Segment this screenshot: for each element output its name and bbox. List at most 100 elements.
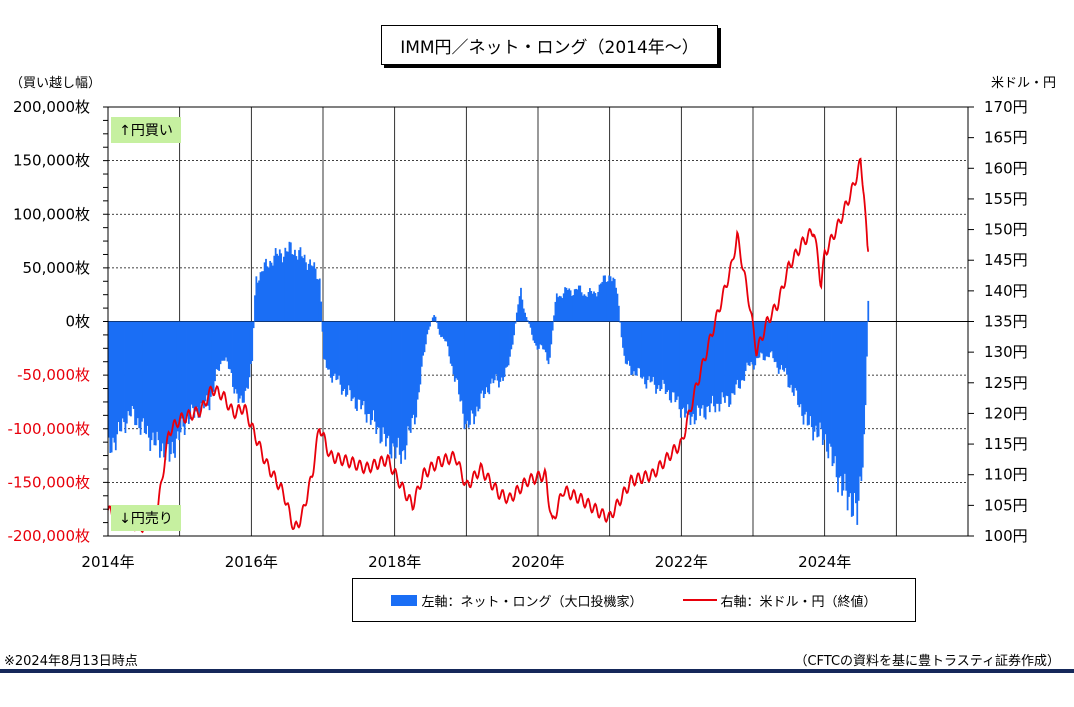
net-long-bar	[531, 321, 533, 335]
net-long-bar	[331, 321, 334, 383]
net-long-bar	[670, 321, 673, 403]
net-long-bar	[321, 321, 324, 332]
net-long-bar	[266, 266, 269, 322]
net-long-bar	[747, 321, 750, 366]
net-long-bar	[828, 321, 831, 444]
net-long-bar	[408, 321, 411, 431]
net-long-bar	[284, 247, 287, 322]
net-long-bar	[153, 321, 156, 446]
net-long-bar	[358, 321, 361, 400]
net-long-bar	[298, 250, 300, 322]
net-long-bar	[642, 321, 645, 377]
net-long-bar	[300, 256, 303, 322]
net-long-bar	[437, 321, 440, 329]
net-long-bar	[464, 321, 467, 425]
net-long-bar	[441, 321, 444, 337]
net-long-bar	[729, 321, 732, 405]
net-long-bar	[285, 251, 288, 322]
net-long-bar	[544, 321, 547, 353]
net-long-bar	[696, 321, 699, 406]
net-long-bar	[555, 293, 558, 322]
net-long-bar	[383, 321, 386, 434]
net-long-bar	[347, 321, 350, 386]
net-long-bar	[863, 321, 866, 435]
net-long-bar	[469, 321, 471, 425]
net-long-bar	[627, 321, 630, 361]
net-long-bar	[846, 321, 849, 511]
net-long-bar	[743, 321, 746, 381]
net-long-bar	[451, 321, 453, 367]
net-long-bar	[726, 321, 729, 397]
net-long-bar	[270, 262, 273, 322]
net-long-bar	[164, 321, 167, 461]
right-tick-label: 120円	[984, 404, 1028, 422]
net-long-bar	[434, 316, 437, 322]
net-long-bar	[631, 321, 634, 375]
net-long-bar	[163, 321, 165, 458]
net-long-bar	[161, 321, 164, 444]
net-long-bar	[445, 321, 448, 342]
net-long-bar	[562, 293, 565, 322]
net-long-bar	[323, 321, 325, 359]
chart-title: IMM円／ネット・ロング（2014年～）	[381, 25, 718, 65]
net-long-bar	[198, 321, 201, 418]
net-long-bar	[633, 321, 635, 372]
net-long-bar	[240, 321, 243, 396]
net-long-bar	[404, 321, 407, 460]
net-long-bar	[442, 321, 445, 339]
net-long-bar	[620, 321, 623, 338]
net-long-bar	[626, 321, 628, 365]
x-tick-label: 2022年	[655, 553, 708, 571]
net-long-bar	[655, 321, 657, 394]
net-long-bar	[852, 321, 855, 516]
net-long-bar	[463, 321, 466, 430]
net-long-bar	[203, 321, 205, 409]
net-long-bar	[398, 321, 401, 455]
net-long-bar	[114, 321, 117, 451]
net-long-bar	[419, 321, 422, 385]
net-long-bar	[576, 289, 579, 322]
net-long-bar	[653, 321, 656, 385]
net-long-bar	[644, 321, 646, 385]
net-long-bar	[500, 321, 503, 378]
net-long-bar	[139, 321, 142, 435]
net-long-bar	[830, 321, 832, 447]
net-long-bar	[145, 321, 147, 435]
net-long-bar	[193, 321, 196, 418]
net-long-bar	[515, 312, 518, 322]
net-long-bar	[109, 321, 112, 453]
net-long-bar	[721, 321, 724, 393]
net-long-bar	[848, 321, 850, 497]
net-long-bar	[628, 321, 631, 366]
net-long-bar	[770, 321, 773, 352]
net-long-bar	[693, 321, 696, 425]
net-long-bar	[662, 321, 664, 380]
net-long-bar	[225, 321, 227, 358]
net-long-bar	[455, 321, 458, 379]
net-long-bar	[728, 321, 730, 407]
net-long-bar	[369, 321, 372, 425]
net-long-bar	[504, 321, 507, 368]
net-long-bar	[826, 321, 828, 452]
net-long-bar	[181, 321, 183, 419]
net-long-bar	[260, 271, 263, 322]
net-long-bar	[318, 278, 321, 322]
net-long-bar	[174, 321, 176, 458]
net-long-bar	[525, 317, 528, 322]
net-long-bar	[467, 321, 470, 428]
net-long-bar	[431, 317, 434, 322]
net-long-bar	[685, 321, 688, 414]
net-long-bar	[517, 304, 520, 322]
right-tick-label: 135円	[984, 313, 1028, 331]
net-long-bar	[236, 321, 238, 394]
net-long-bar	[325, 321, 328, 368]
x-tick-label: 2024年	[798, 553, 851, 571]
net-long-bar	[241, 321, 244, 403]
net-long-bar	[810, 321, 813, 428]
net-long-bar	[553, 315, 555, 322]
net-long-bar	[604, 275, 606, 322]
net-long-bar	[256, 282, 259, 322]
net-long-bar	[611, 281, 613, 322]
net-long-bar	[568, 288, 571, 322]
net-long-bar	[245, 321, 248, 388]
